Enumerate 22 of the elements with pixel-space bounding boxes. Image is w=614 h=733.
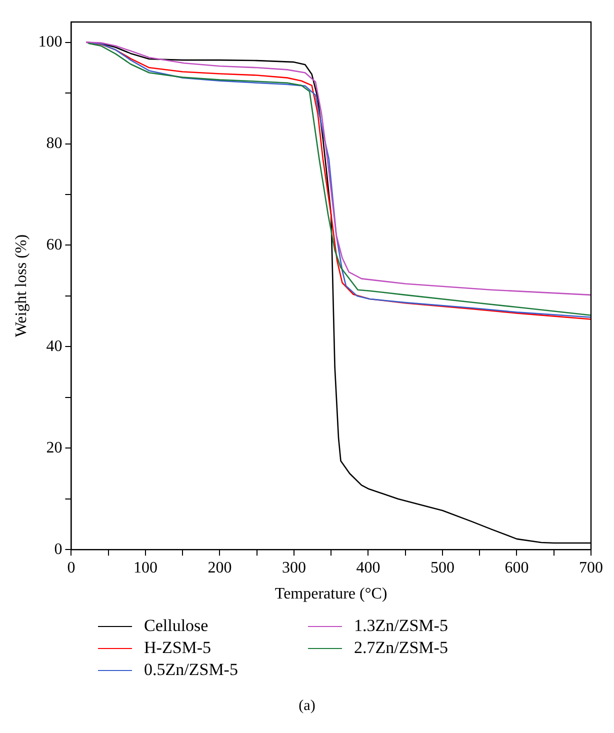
legend-label: H-ZSM-5 — [144, 638, 212, 658]
y-axis-title: Weight loss (%) — [12, 234, 30, 338]
legend-label: 2.7Zn/ZSM-5 — [354, 638, 448, 658]
x-tick-label: 600 — [504, 559, 529, 576]
y-tick-label: 20 — [46, 439, 62, 456]
y-tick-label: 80 — [46, 134, 62, 152]
x-tick-label: 400 — [356, 559, 380, 576]
x-tick-label: 300 — [282, 559, 306, 576]
y-tick-label: 0 — [54, 540, 62, 558]
y-tick-label: 100 — [38, 33, 62, 50]
x-axis-title: Temperature (°C) — [274, 586, 388, 603]
x-tick-label: 700 — [579, 559, 603, 576]
x-tick-label: 0 — [67, 559, 76, 576]
x-tick-label: 100 — [133, 559, 158, 576]
legend-label: 0.5Zn/ZSM-5 — [144, 660, 238, 680]
legend-label: 1.3Zn/ZSM-5 — [354, 616, 448, 636]
y-tick-label: 60 — [46, 236, 62, 254]
legend-label: Cellulose — [144, 616, 208, 636]
y-tick-label: 40 — [46, 338, 62, 355]
x-tick-label: 200 — [208, 559, 232, 576]
text: (a) — [298, 698, 316, 715]
x-tick-label: 500 — [430, 559, 454, 576]
